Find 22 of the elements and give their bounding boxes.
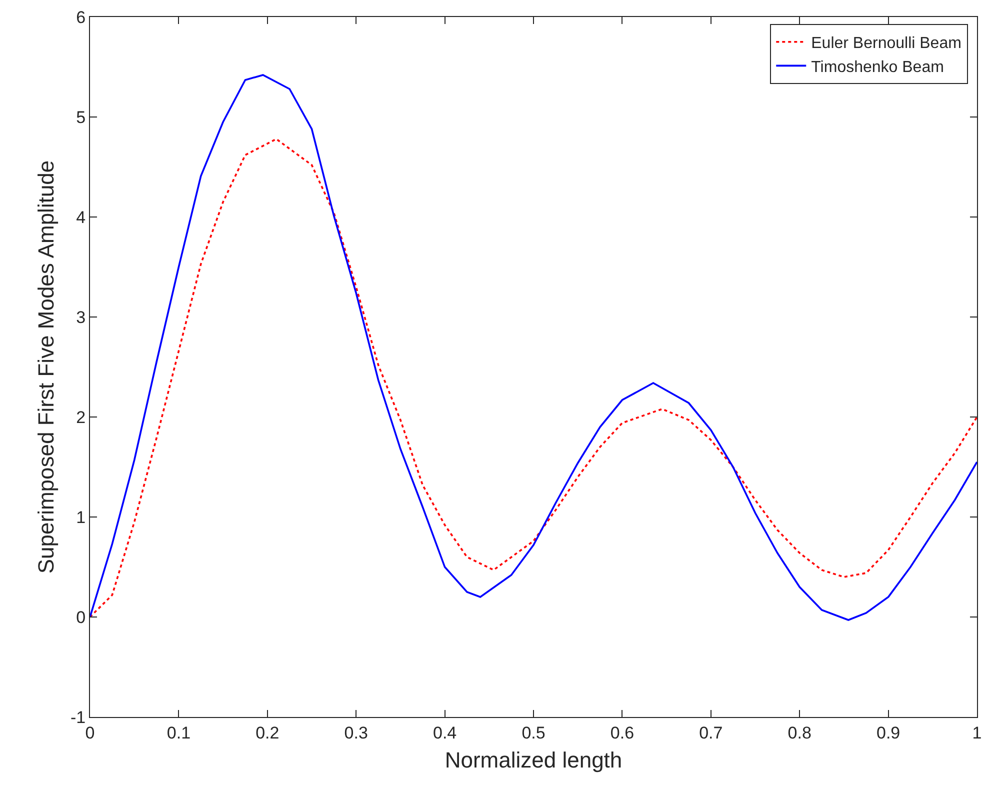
x-tick-label: 1 [972, 723, 982, 742]
y-tick-label: 5 [76, 108, 86, 127]
y-tick-label: 2 [76, 408, 86, 427]
x-tick-label: 0.5 [522, 723, 546, 742]
x-axis-title: Normalized length [444, 747, 622, 772]
y-tick-label: 3 [76, 308, 86, 327]
y-tick-label: 4 [76, 208, 86, 227]
legend-label: Euler Bernoulli Beam [811, 35, 962, 52]
legend-label: Timoshenko Beam [811, 58, 944, 76]
y-tick-label: 6 [76, 8, 86, 27]
x-tick-label: 0.3 [344, 723, 368, 742]
x-tick-label: 0.6 [610, 723, 634, 742]
x-tick-label: 0.7 [699, 723, 723, 742]
x-tick-label: 0.2 [256, 723, 280, 742]
x-tick-label: 0.9 [876, 723, 900, 742]
x-tick-label: 0.4 [432, 723, 457, 742]
y-axis-title: Superimposed First Five Modes Amplitude [33, 160, 58, 574]
y-tick-label: -1 [70, 708, 86, 727]
x-tick-label: 0.1 [166, 723, 191, 742]
y-tick-label: 1 [76, 508, 86, 527]
y-tick-label: 0 [76, 608, 86, 627]
x-tick-label: 0.8 [788, 723, 812, 742]
